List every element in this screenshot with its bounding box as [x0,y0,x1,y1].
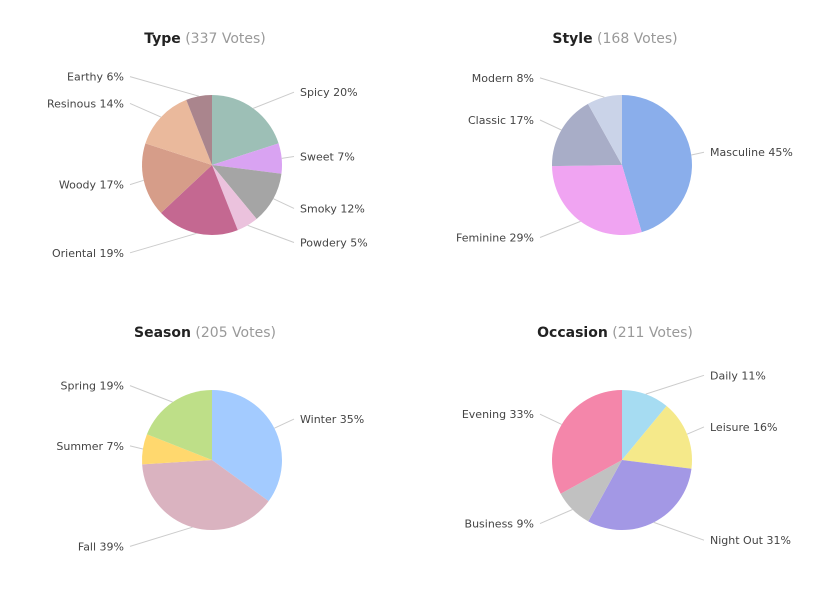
chart-title-text: Season [134,325,191,341]
slice-label: Spring 19% [61,380,124,393]
chart-title-text: Style [552,31,593,47]
pie-slice[interactable] [186,95,212,165]
pie-slice[interactable] [622,95,692,233]
pie-svg: Daily 11% Leisure 16% Night Out 31% Evening… [462,369,791,547]
pie-slice[interactable] [552,103,622,167]
chart-title: Occasion (211 Votes) [410,325,820,341]
chart-season: Season (205 Votes) Winter 35% Spring 19% S… [0,295,410,590]
chart-title: Type (337 Votes) [0,31,410,47]
slice-label: Earthy 6% [67,71,124,84]
slice-label: Resinous 14% [47,97,124,110]
pie-slice[interactable] [622,390,667,460]
chart-votes: (205 Votes) [195,325,276,341]
chart-title: Style (168 Votes) [410,31,820,47]
slice-label: Business 9% [465,518,534,531]
slice-label: Spicy 20% [300,86,358,99]
leader-line [539,413,562,425]
pie-slice[interactable] [212,165,257,231]
chart-style: Style (168 Votes) Masculine 45% Modern 8%… [410,0,820,295]
slice-label: Sweet 7% [300,151,355,164]
leader-line [129,385,173,403]
slice-label: Daily 11% [710,369,766,382]
chart-votes: (168 Votes) [597,31,678,47]
slice-label: Woody 17% [59,179,124,192]
slice-label: Evening 33% [462,408,534,421]
slice-label: Fall 39% [78,540,124,553]
pie-slice[interactable] [212,143,282,174]
pie-slice[interactable] [142,460,269,530]
pie-slice[interactable] [212,95,279,165]
leader-line [539,77,605,98]
leader-line [539,509,573,525]
leader-line [129,232,197,254]
slice-label: Powdery 5% [300,237,368,250]
pie-slice[interactable] [588,460,692,530]
slice-label: Night Out 31% [710,534,791,547]
pie-slice[interactable] [560,460,622,522]
leader-line [129,102,162,118]
chart-title-text: Type [144,31,181,47]
slice-label: Classic 17% [468,114,534,127]
leader-line [247,224,295,243]
pie-svg: Winter 35% Spring 19% Summer 7% Fall 39% [56,380,364,554]
chart-title-text: Occasion [537,325,608,341]
chart-type: Type (337 Votes) Spicy 20% Sweet 7% Smoky … [0,0,410,295]
leader-line [691,151,705,156]
leader-line [653,521,705,541]
leader-line [274,418,295,429]
leader-line [252,91,295,109]
pie-slice[interactable] [146,390,212,460]
slice-label: Modern 8% [472,72,534,85]
pie-slice[interactable] [552,165,642,235]
pie-slice[interactable] [160,165,238,235]
leader-line [686,426,705,435]
leader-line [539,220,581,238]
pie-slice[interactable] [552,390,622,494]
leader-line [129,76,200,97]
pie-slice[interactable] [145,99,212,165]
pie-slice[interactable] [587,95,622,165]
chart-votes: (337 Votes) [185,31,266,47]
leader-line [129,179,144,186]
slice-label: Feminine 29% [456,232,534,245]
pie-svg: Masculine 45% Modern 8% Classic 17% Feminin… [456,72,793,245]
chart-occasion: Occasion (211 Votes) Daily 11% Leisure 16… [410,295,820,590]
pie-slice[interactable] [142,434,212,465]
slice-label: Winter 35% [300,413,364,426]
slice-label: Leisure 16% [710,421,777,434]
leader-line [645,374,705,395]
chart-votes: (211 Votes) [612,325,693,341]
pie-slice[interactable] [142,143,212,213]
leader-line [273,198,295,209]
slice-label: Masculine 45% [710,146,793,159]
leader-line [539,119,562,131]
pie-slice[interactable] [212,165,282,219]
leader-line [281,156,295,159]
leader-line [129,445,144,450]
leader-line [129,526,193,547]
pie-slice[interactable] [212,390,282,502]
pie-slice[interactable] [622,406,693,469]
chart-title: Season (205 Votes) [0,325,410,341]
slice-label: Summer 7% [56,440,124,453]
pie-svg: Spicy 20% Sweet 7% Smoky 12% Powdery 5% Eart… [47,71,368,260]
slice-label: Oriental 19% [52,247,124,260]
slice-label: Smoky 12% [300,202,365,215]
